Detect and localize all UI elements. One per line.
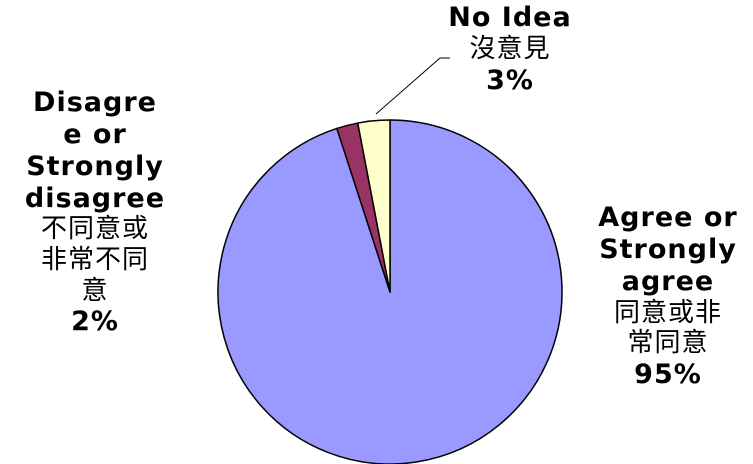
disagree-label-en-1: Disagre <box>33 87 157 118</box>
disagree-label-zh-3: 意 <box>81 275 109 306</box>
slice-label-agree: Agree or Strongly agree 同意或非 常同意 95% <box>582 202 753 391</box>
agree-label-zh-1: 同意或非 <box>613 297 722 328</box>
disagree-label-zh-1: 不同意或 <box>40 214 149 245</box>
agree-label-en-2: Strongly <box>599 233 737 265</box>
noidea-label-zh-1: 沒意見 <box>469 33 551 64</box>
pie-slice-noidea <box>357 119 391 293</box>
noidea-label-en-1: No Idea <box>448 2 572 33</box>
disagree-label-zh-2: 非常不同 <box>40 245 149 276</box>
agree-label-en-1: Agree or <box>598 202 738 233</box>
agree-label-zh-2: 常同意 <box>627 328 709 359</box>
disagree-label-en-4: disagree <box>24 182 166 214</box>
pie-slices <box>217 119 563 464</box>
agree-percent: 95% <box>634 358 702 390</box>
slice-label-disagree: Disagre e or Strongly disagree 不同意或 非常不同… <box>6 87 184 338</box>
no-idea-leader-line <box>375 57 450 115</box>
disagree-percent: 2% <box>71 306 119 338</box>
disagree-label-en-2: e or <box>63 118 127 150</box>
noidea-percent: 3% <box>486 64 534 96</box>
slice-label-no-idea: No Idea 沒意見 3% <box>440 2 580 96</box>
agree-label-en-3: agree <box>621 265 715 297</box>
disagree-label-en-3: Strongly <box>26 150 164 182</box>
